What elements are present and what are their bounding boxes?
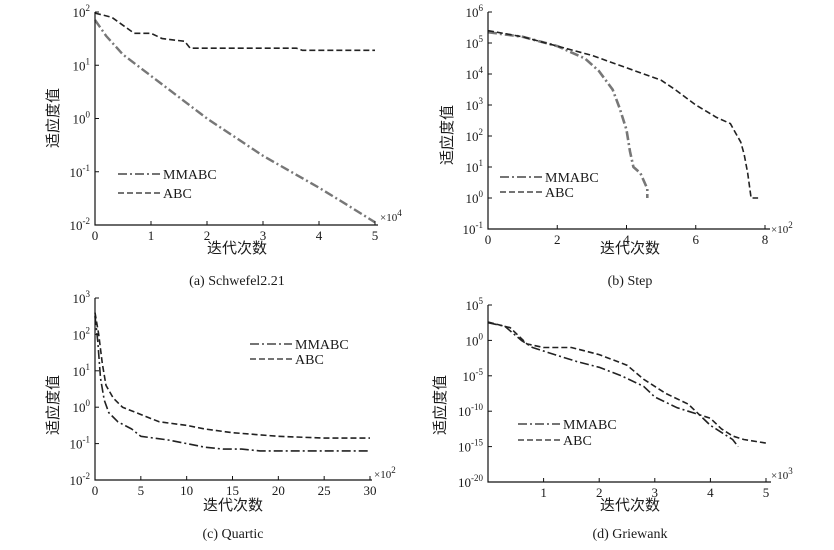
y-tick-label: 105 [466,296,484,313]
x-multiplier: ×104 [380,208,402,224]
panel-caption: (b) Step [608,274,653,289]
legend-label: MMABC [563,418,617,433]
y-tick-label: 10-1 [463,220,484,237]
y-tick-label: 102 [73,3,91,20]
x-tick-label: 0 [92,483,99,498]
x-tick-label: 2 [204,228,211,243]
legend-label: ABC [295,353,324,368]
y-tick-label: 10-1 [70,163,91,180]
y-axis-label: 适应度值 [431,375,449,435]
x-tick-label: 8 [762,232,769,247]
y-tick-label: 101 [466,158,484,175]
y-axis-label: 适应度值 [44,88,62,148]
panel-caption: (a) Schwefel2.21 [189,274,285,289]
x-tick-label: 3 [260,228,267,243]
x-tick-label: 2 [596,485,603,500]
y-tick-label: 10-2 [70,471,91,488]
x-tick-label: 25 [318,483,331,498]
x-tick-label: 1 [148,228,155,243]
x-axis-label: 迭代次数 [207,240,267,257]
legend: MMABC ABC [500,171,599,201]
panel-d-griewank: 10-20 10-15 10-10 10-5 100 105 1 2 3 4 5 适应度值 迭代次数… [431,296,793,542]
series-line-mmabc [94,316,370,452]
y-tick-label: 104 [466,65,484,82]
x-tick-label: 6 [693,232,700,247]
panel-b-step: 10-1 100 101 102 103 104 105 106 0 2 4 6 8 适应度值 迭代次数… [438,3,793,289]
y-tick-label: 101 [73,362,91,379]
x-multiplier: ×102 [374,465,396,481]
y-tick-label: 103 [73,289,91,306]
legend-label: ABC [163,187,192,202]
x-tick-label: 5 [138,483,145,498]
axis-frame [94,298,372,481]
legend: MMABC ABC [250,338,349,368]
series-line-abc [487,321,767,444]
x-tick-label: 4 [316,228,323,243]
axis-frame [487,305,771,483]
x-tick-label: 3 [652,485,659,500]
x-axis-label: 迭代次数 [203,497,263,514]
y-axis-label: 适应度值 [438,105,456,165]
series-line-abc [94,12,375,52]
legend: MMABC ABC [518,418,617,449]
y-tick-label: 100 [466,331,484,348]
y-tick-label: 102 [73,325,91,342]
y-tick-label: 10-15 [458,438,483,455]
y-tick-label: 100 [466,189,484,206]
y-tick-label: 100 [73,398,91,415]
panel-caption: (c) Quartic [202,527,263,542]
y-tick-label: 100 [73,110,91,127]
x-tick-label: 15 [226,483,239,498]
y-tick-label: 10-10 [458,402,483,419]
panel-a-schwefel: 10-2 10-1 100 101 102 0 1 2 3 4 5 适应度值 迭代次数 ×104 M… [44,3,402,289]
y-tick-label: 103 [466,96,484,113]
series-line-abc [94,312,370,439]
x-tick-label: 5 [763,485,770,500]
y-tick-label: 10-20 [458,473,483,490]
x-multiplier: ×102 [771,220,793,236]
y-tick-label: 10-1 [70,435,91,452]
y-tick-label: 102 [466,127,484,144]
legend-label: MMABC [545,171,599,186]
x-tick-label: 4 [623,232,630,247]
legend-label: ABC [563,434,592,449]
x-axis-label: 迭代次数 [600,240,660,257]
x-tick-label: 20 [272,483,285,498]
x-tick-label: 2 [554,232,561,247]
y-tick-label: 10-5 [463,367,484,384]
y-axis-label: 适应度值 [44,375,62,435]
y-tick-label: 105 [466,34,484,51]
x-tick-label: 0 [92,228,99,243]
legend: MMABC ABC [118,168,217,202]
x-tick-label: 0 [485,232,492,247]
x-tick-label: 1 [540,485,547,500]
y-tick-label: 10-2 [70,216,91,233]
x-tick-label: 30 [364,483,377,498]
legend-label: ABC [545,186,574,201]
x-tick-label: 10 [180,483,193,498]
y-tick-label: 106 [466,3,484,20]
x-multiplier: ×103 [771,466,793,482]
x-axis-label: 迭代次数 [600,497,660,514]
y-tick-label: 101 [73,56,91,73]
series-line-mmabc [487,321,739,448]
axis-frame [487,12,770,230]
legend-label: MMABC [295,338,349,353]
x-tick-label: 5 [372,228,379,243]
x-tick-label: 4 [707,485,714,500]
series-line-mmabc [487,30,649,198]
panel-c-quartic: 10-2 10-1 100 101 102 103 0 5 10 15 20 25 30 适应度值 迭代… [44,289,396,542]
legend-label: MMABC [163,168,217,183]
series-line-abc [487,29,759,199]
panel-caption: (d) Griewank [592,527,667,542]
